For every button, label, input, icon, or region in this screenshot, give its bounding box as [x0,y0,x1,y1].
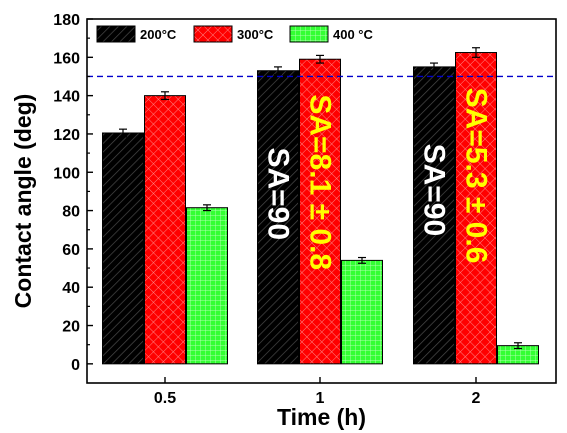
error-bar-400-c-0-5 [203,204,211,212]
legend-swatch-400-c [289,25,329,43]
error-bar-400-c-1 [358,256,366,264]
legend-item-300-c: 300°C [193,25,274,43]
legend-item-400-c: 400 °C [289,25,374,43]
y-tick-label-40: 40 [62,280,80,297]
legend: 200°C 300°C 400 °C [96,25,374,43]
y-tick-label-160: 160 [53,50,80,67]
annotation-2: SA=8.1 ± 0.8 [304,94,337,270]
annotations-layer: SA=90 SA=8.1 ± 0.8 SA=90 SA=5.3 ± 0.6 [262,88,493,270]
error-bar-300-c-1 [316,54,324,64]
legend-label-200-c: 200°C [140,27,177,42]
error-bar-200-c-0-5 [119,128,127,138]
bar-300-c-1 [299,58,341,365]
bar-200-c-1 [257,70,299,365]
legend-swatch-300-c [193,25,233,43]
annotation-1: SA=90 [262,147,295,240]
annotation-3: SA=90 [418,144,451,237]
y-axis-ticks: 0 20 40 60 80 100 120 140 160 180 [53,12,93,374]
y-tick-label-140: 140 [53,89,80,106]
legend-swatch-200-c [96,25,136,43]
annotation-4: SA=5.3 ± 0.6 [460,88,493,264]
error-bars-layer [119,47,522,350]
legend-item-200-c: 200°C [96,25,177,43]
error-bar-400-c-2 [514,342,522,350]
bar-400-c-0-5 [186,207,228,365]
x-tick-label-2: 2 [472,390,481,407]
bar-300-c-2 [455,52,497,365]
legend-label-300-c: 300°C [237,27,274,42]
x-tick-label-1: 1 [316,390,325,407]
y-axis-title: Contact angle (deg) [10,94,36,309]
y-tick-label-100: 100 [53,165,80,182]
y-tick-label-180: 180 [53,12,80,29]
bar-300-c-0-5 [144,95,186,365]
y-tick-label-20: 20 [62,319,80,336]
x-axis-ticks: 0.5 1 2 [154,377,481,407]
bar-200-c-0-5 [102,132,144,365]
error-bar-200-c-2 [430,62,438,72]
plot-frame [86,18,557,384]
y-tick-label-60: 60 [62,242,80,259]
x-axis-title: Time (h) [277,404,366,430]
error-bar-300-c-0-5 [161,91,169,101]
y-tick-label-80: 80 [62,204,80,221]
bars-layer [102,52,539,365]
y-tick-label-0: 0 [71,357,80,374]
bar-400-c-1 [341,259,383,365]
x-tick-label-0-5: 0.5 [154,390,176,407]
legend-label-400-c: 400 °C [333,27,374,42]
error-bar-200-c-1 [274,66,282,76]
error-bar-300-c-2 [472,47,480,58]
y-tick-label-120: 120 [53,127,80,144]
